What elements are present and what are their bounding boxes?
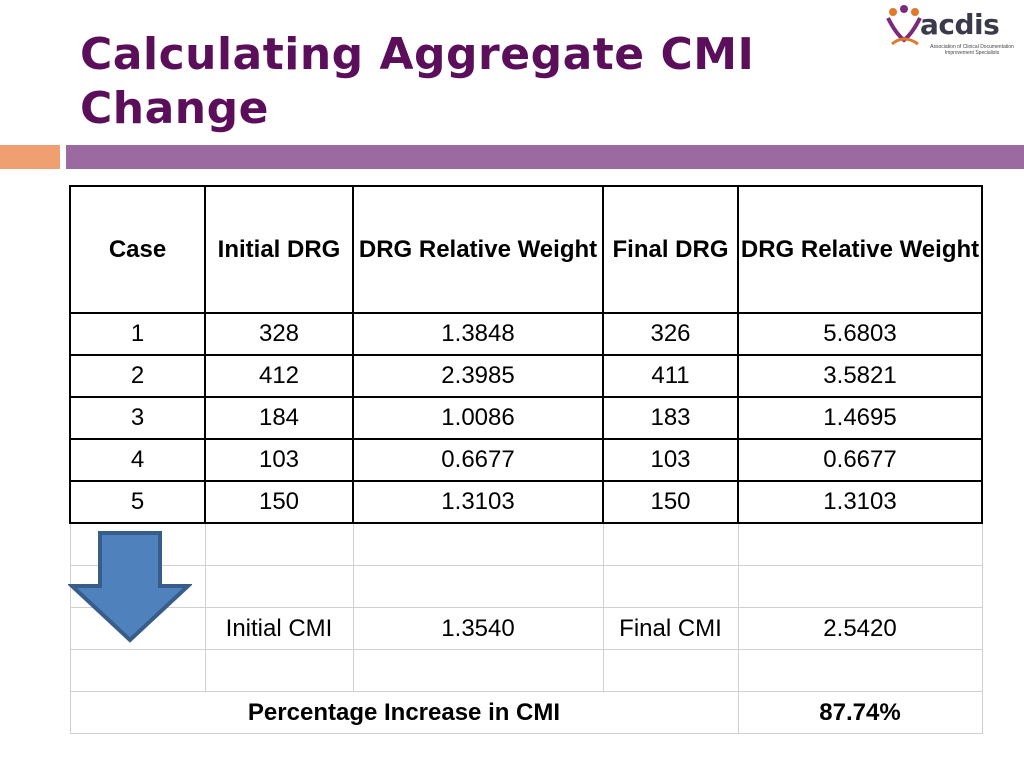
initial-drg-cell: 184	[204, 396, 354, 440]
cmi-row: Initial CMI 1.3540 Final CMI 2.5420	[69, 607, 983, 650]
percentage-label: Percentage Increase in CMI	[69, 691, 739, 734]
acdis-logo-icon	[886, 5, 922, 46]
initial-weight-cell: 1.0086	[352, 396, 604, 440]
final-drg-cell: 150	[602, 480, 739, 524]
case-cell: 2	[69, 354, 206, 398]
case-cell: 1	[69, 312, 206, 356]
drg-table: Case Initial DRG DRG Relative Weight Fin…	[69, 185, 983, 734]
initial-drg-cell: 328	[204, 312, 354, 356]
blank-row	[69, 522, 983, 566]
accent-bar-purple	[66, 145, 1024, 169]
slide-title: Calculating Aggregate CMI Change	[80, 29, 755, 134]
table-row: 3 184 1.0086 183 1.4695	[69, 396, 983, 440]
initial-weight-cell: 1.3103	[352, 480, 604, 524]
final-weight-cell: 1.3103	[737, 480, 983, 524]
table-row: 2 412 2.3985 411 3.5821	[69, 354, 983, 398]
table-row: 4 103 0.6677 103 0.6677	[69, 438, 983, 482]
initial-weight-cell: 1.3848	[352, 312, 604, 356]
final-weight-cell: 0.6677	[737, 438, 983, 482]
header-initial-drg: Initial DRG	[204, 185, 354, 314]
table-row: 1 328 1.3848 326 5.6803	[69, 312, 983, 356]
table-row: 5 150 1.3103 150 1.3103	[69, 480, 983, 524]
final-weight-cell: 1.4695	[737, 396, 983, 440]
table-header-row: Case Initial DRG DRG Relative Weight Fin…	[69, 185, 983, 314]
final-weight-cell: 5.6803	[737, 312, 983, 356]
initial-cmi-value: 1.3540	[352, 607, 604, 650]
header-initial-weight: DRG Relative Weight	[352, 185, 604, 314]
logo-wordmark: acdis	[920, 8, 1000, 41]
header-final-drg: Final DRG	[602, 185, 739, 314]
initial-drg-cell: 150	[204, 480, 354, 524]
percentage-value: 87.74%	[737, 691, 983, 734]
case-cell: 4	[69, 438, 206, 482]
final-cmi-value: 2.5420	[737, 607, 983, 650]
final-drg-cell: 326	[602, 312, 739, 356]
percentage-row: Percentage Increase in CMI 87.74%	[69, 691, 983, 734]
down-arrow-icon	[68, 531, 192, 643]
initial-cmi-label: Initial CMI	[204, 607, 354, 650]
blank-row	[69, 565, 983, 608]
initial-weight-cell: 2.3985	[352, 354, 604, 398]
header-case: Case	[69, 185, 206, 314]
logo-tagline: Association of Clinical Documentation Im…	[930, 44, 1014, 56]
case-cell: 3	[69, 396, 206, 440]
final-drg-cell: 183	[602, 396, 739, 440]
final-cmi-label: Final CMI	[602, 607, 739, 650]
initial-drg-cell: 412	[204, 354, 354, 398]
accent-bar-orange	[0, 145, 60, 169]
initial-weight-cell: 0.6677	[352, 438, 604, 482]
final-drg-cell: 103	[602, 438, 739, 482]
initial-drg-cell: 103	[204, 438, 354, 482]
acdis-logo: acdis Association of Clinical Documentat…	[884, 4, 1020, 62]
final-drg-cell: 411	[602, 354, 739, 398]
blank-row	[69, 649, 983, 692]
final-weight-cell: 3.5821	[737, 354, 983, 398]
header-final-weight: DRG Relative Weight	[737, 185, 983, 314]
case-cell: 5	[69, 480, 206, 524]
